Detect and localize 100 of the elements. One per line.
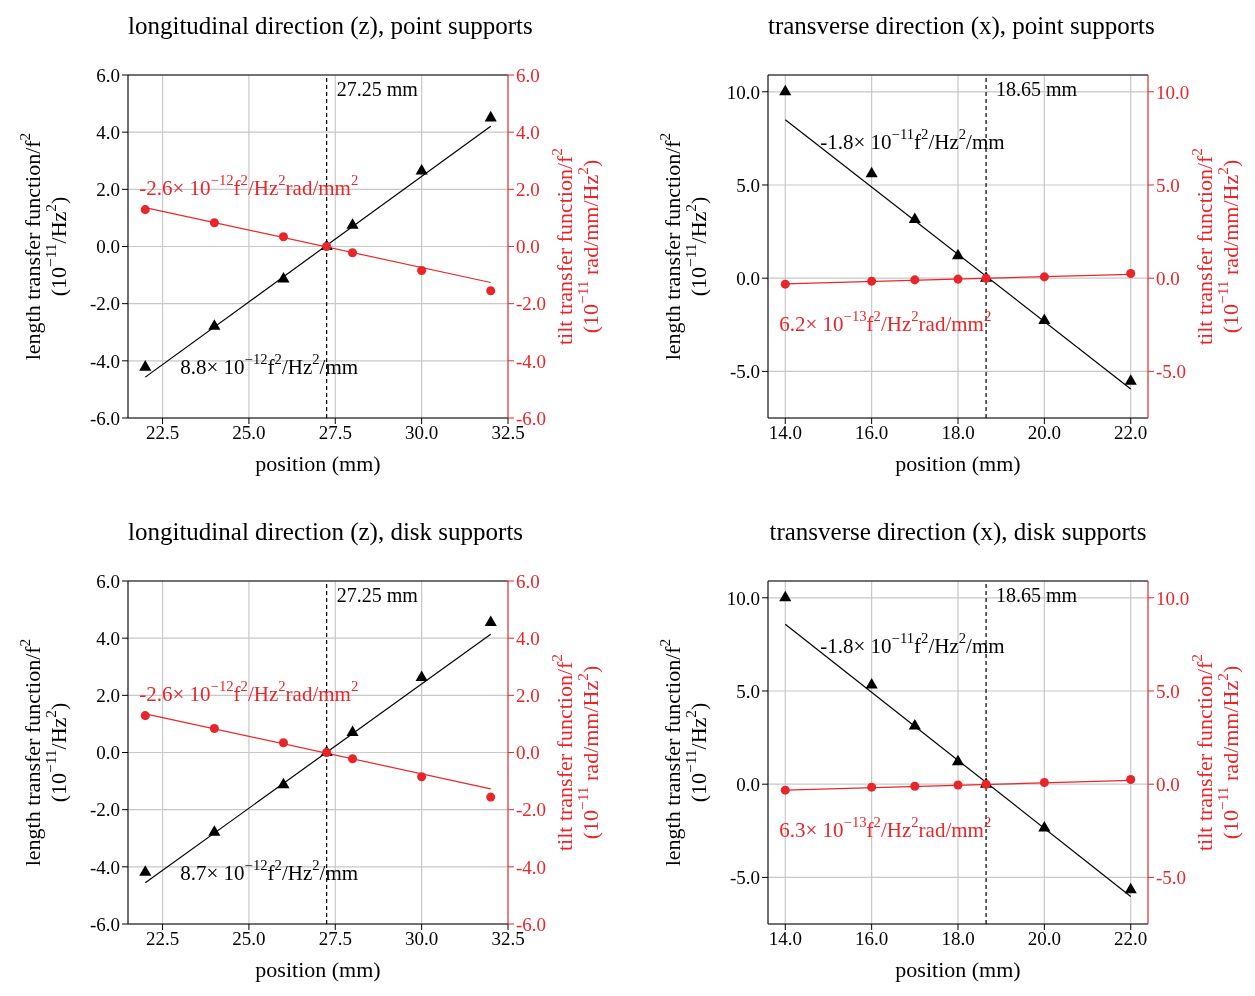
y-tick-label: 6.0 xyxy=(96,64,120,86)
point xyxy=(486,286,496,296)
x-tick-label: 18.0 xyxy=(941,422,975,444)
point xyxy=(415,164,428,175)
point xyxy=(908,719,921,730)
y-tick-label: 5.0 xyxy=(736,174,760,196)
series-label: -2.6× 10$^{−12}$f$^{2}$/Hz$^{2}$rad/mm$^{2}$ xyxy=(139,678,359,706)
point xyxy=(415,670,428,682)
x-tick-label: 22.0 xyxy=(1114,928,1148,950)
point xyxy=(346,725,359,736)
y2-tick-label: -4.0 xyxy=(516,350,547,372)
ref-line-label: 18.65 mm xyxy=(996,583,1078,606)
x-axis-title: position (mm) xyxy=(895,957,1021,983)
x-tick-label: 20.0 xyxy=(1027,928,1061,950)
x-axis-title: position (mm) xyxy=(895,451,1021,477)
y-tick-label: 0.0 xyxy=(96,236,120,258)
y2-tick-label: 6.0 xyxy=(516,570,540,592)
point xyxy=(779,84,792,96)
y-tick-label: -5.0 xyxy=(729,361,760,383)
y2-tick-label: 10.0 xyxy=(1156,587,1190,609)
y-tick-label: -2.0 xyxy=(89,799,120,821)
y-tick-label: -4.0 xyxy=(89,856,120,878)
x-tick-label: 25.0 xyxy=(232,928,266,950)
point xyxy=(208,825,221,836)
y2-tick-label: 10.0 xyxy=(1156,81,1190,103)
x-tick-label: 32.5 xyxy=(491,422,525,444)
point xyxy=(139,360,152,371)
point xyxy=(209,723,219,733)
series-label: -1.8× 10$^{−11}$f$^{2}$/Hz$^{2}$/mm xyxy=(820,630,1005,659)
x-tick-label: 22.5 xyxy=(145,422,180,444)
x-tick-label: 14.0 xyxy=(768,422,802,444)
x-tick-label: 16.0 xyxy=(855,422,889,444)
y2-tick-label: -5.0 xyxy=(1156,867,1187,889)
x-tick-label: 30.0 xyxy=(405,422,439,444)
series-label: -2.6× 10$^{−12}$f$^{2}$/Hz$^{2}$rad/mm$^{2}$ xyxy=(139,172,359,200)
point xyxy=(348,754,358,764)
y-tick-label: 0.0 xyxy=(736,267,760,289)
chart-title: transverse direction (x), disk supports xyxy=(768,518,1148,546)
x-tick-label: 27.5 xyxy=(318,928,352,950)
y2-tick-label: -4.0 xyxy=(516,856,547,878)
point xyxy=(951,248,965,260)
point xyxy=(486,792,496,802)
point xyxy=(277,777,290,789)
x-tick-label: 20.0 xyxy=(1027,422,1061,444)
y2-tick-label: 0.0 xyxy=(1156,267,1180,289)
chart-title: longitudinal direction (z), disk supports xyxy=(128,518,524,546)
point xyxy=(779,590,792,602)
y2-tick-label: 2.0 xyxy=(516,685,540,707)
point xyxy=(1038,820,1051,832)
point xyxy=(1124,374,1137,385)
x-axis-title: position (mm) xyxy=(255,451,381,477)
y2-tick-label: 6.0 xyxy=(516,64,540,86)
point xyxy=(140,711,150,721)
series-label: 6.3× 10$^{−13}$f$^{2}$/Hz$^{2}$rad/mm$^{2}$ xyxy=(779,814,992,842)
y-tick-label: 2.0 xyxy=(96,685,120,707)
x-tick-label: 25.0 xyxy=(232,422,266,444)
y2-tick-label: 0.0 xyxy=(516,742,540,764)
y-tick-label: 0.0 xyxy=(736,773,760,795)
x-tick-label: 30.0 xyxy=(405,928,439,950)
y-tick-label: 5.0 xyxy=(736,680,760,702)
point xyxy=(484,615,497,626)
point xyxy=(209,218,219,228)
y2-tick-label: 0.0 xyxy=(1156,773,1180,795)
y-tick-label: 2.0 xyxy=(96,179,120,201)
point xyxy=(417,772,427,782)
x-tick-label: 22.5 xyxy=(145,928,180,950)
y-tick-label: 4.0 xyxy=(96,627,120,649)
y-tick-label: -2.0 xyxy=(89,293,120,315)
point xyxy=(208,319,221,330)
x-tick-label: 16.0 xyxy=(855,928,889,950)
point xyxy=(139,865,152,876)
y-tick-label: 10.0 xyxy=(726,81,760,103)
ref-line-label: 27.25 mm xyxy=(336,77,419,100)
y-tick-label: -4.0 xyxy=(89,350,120,372)
point xyxy=(951,754,965,766)
y2-tick-label: 5.0 xyxy=(1156,680,1180,702)
ref-line-label: 27.25 mm xyxy=(336,583,419,606)
y2-tick-label: 4.0 xyxy=(516,627,540,649)
series-label: 6.2× 10$^{−13}$f$^{2}$/Hz$^{2}$rad/mm$^{2}$ xyxy=(779,308,992,336)
y2-tick-label: -5.0 xyxy=(1156,361,1187,383)
y-tick-label: 4.0 xyxy=(96,121,120,143)
y-tick-label: -6.0 xyxy=(89,913,120,935)
point xyxy=(1038,313,1051,325)
point xyxy=(278,232,288,242)
series-label: 8.8× 10$^{−12}$f$^{2}$/Hz$^{2}$/mm xyxy=(180,351,359,379)
y-tick-label: -5.0 xyxy=(729,867,760,889)
y-tick-label: 10.0 xyxy=(726,587,760,609)
point xyxy=(140,205,150,215)
point xyxy=(865,166,878,178)
point xyxy=(908,212,921,223)
point xyxy=(1124,882,1137,894)
point xyxy=(278,738,288,748)
series-label: 8.7× 10$^{−12}$f$^{2}$/Hz$^{2}$/mm xyxy=(180,857,359,885)
series-label: -1.8× 10$^{−11}$f$^{2}$/Hz$^{2}$/mm xyxy=(820,126,1005,154)
ref-line-label: 18.65 mm xyxy=(996,77,1078,100)
point xyxy=(484,110,497,122)
point xyxy=(346,218,359,229)
chart-title: longitudinal direction (z), point supports xyxy=(128,12,533,40)
y-tick-label: -6.0 xyxy=(89,407,120,429)
y-tick-label: 6.0 xyxy=(96,570,120,592)
